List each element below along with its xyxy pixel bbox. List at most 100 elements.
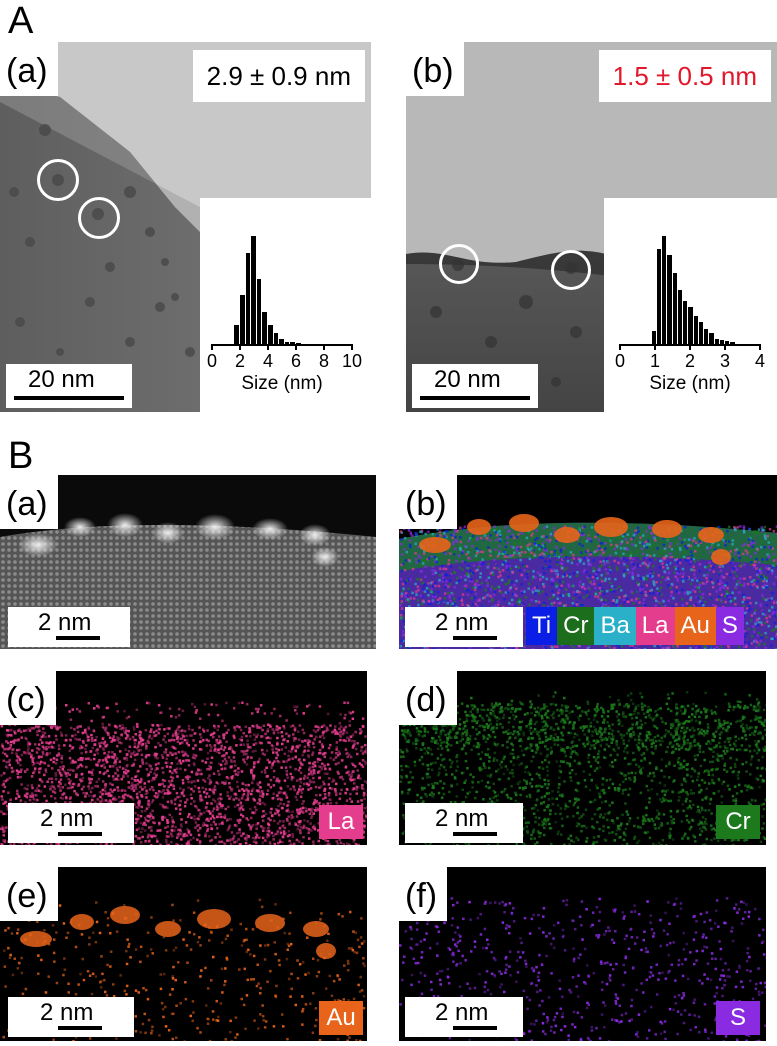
- histogram-bar: [725, 340, 730, 344]
- x-axis-tick-label: 8: [318, 351, 330, 371]
- histogram-bar: [688, 307, 693, 344]
- x-axis-tick-label: 3: [719, 351, 731, 371]
- histogram-bar: [268, 324, 273, 344]
- histogram-bar: [667, 255, 672, 344]
- histogram-bar: [245, 253, 251, 344]
- scale-bar-label: 2 nm: [435, 999, 489, 1026]
- scale-bar-line: [56, 636, 100, 640]
- scale-bar: 2 nm: [405, 607, 523, 647]
- histogram-bar: [714, 338, 719, 344]
- legend-entry-au: Au: [674, 607, 716, 645]
- scale-bar-line: [420, 396, 530, 400]
- section-b-letter: B: [8, 435, 34, 477]
- x-axis-line: [212, 344, 352, 346]
- scale-bar-label: 2 nm: [40, 999, 94, 1026]
- scale-bar: 20 nm: [6, 364, 132, 408]
- panel-label-e: (e): [0, 867, 58, 921]
- size-histogram-b: Size (nm) 0 1 2 3 4: [604, 198, 777, 412]
- scale-bar-line: [453, 636, 497, 640]
- legend-entry-ti: Ti: [526, 607, 558, 645]
- particle-marker-circle: [551, 250, 591, 290]
- x-axis-tick-label: 4: [262, 351, 274, 371]
- x-axis-tick-label: 2: [684, 351, 696, 371]
- histogram-bar: [683, 300, 688, 344]
- eds-overlay-panel-b: (b) 2 nm Ti Cr Ba La Au S: [399, 475, 777, 649]
- scale-bar-line: [453, 1026, 497, 1030]
- panel-label-b: (b): [399, 475, 457, 529]
- x-axis-tick-label: 1: [649, 351, 661, 371]
- particle-marker-circle: [78, 197, 120, 239]
- histogram-bar: [704, 328, 709, 344]
- histogram-bar: [251, 236, 256, 344]
- scale-bar: 2 nm: [405, 997, 523, 1037]
- histogram-x-axis-label: Size (nm): [649, 373, 731, 394]
- histogram-bar: [662, 236, 667, 344]
- histogram-x-axis-label: Size (nm): [241, 373, 323, 394]
- scale-bar: 2 nm: [8, 607, 130, 647]
- histogram-bar: [677, 290, 682, 344]
- x-axis-tick-label: 6: [290, 351, 302, 371]
- scale-bar-label: 20 nm: [28, 366, 95, 393]
- x-axis-tick: [724, 344, 726, 350]
- histogram-bar: [709, 333, 714, 344]
- element-legend: Ti Cr Ba La Au S: [526, 607, 744, 645]
- x-axis-tick: [295, 344, 297, 350]
- histogram-bar: [693, 315, 698, 344]
- element-tag-la: La: [319, 805, 363, 839]
- x-axis-tick-label: 10: [341, 351, 363, 371]
- scale-bar: 2 nm: [8, 803, 134, 843]
- size-histogram-a: Size (nm) 0 2 4 6 8 10: [200, 198, 371, 412]
- tem-panel-a: (a) 2.9 ± 0.9 nm Size (nm) 0 2 4 6 8 10 20 nm: [0, 42, 371, 412]
- panel-label-c: (c): [0, 671, 56, 725]
- legend-entry-cr: Cr: [557, 607, 595, 645]
- scale-bar-line: [58, 1026, 102, 1030]
- scale-bar: 2 nm: [405, 803, 523, 843]
- mean-size-label: 1.5 ± 0.5 nm: [598, 50, 771, 102]
- panel-label-a: (a): [0, 42, 58, 96]
- histogram-bar: [240, 295, 245, 344]
- x-axis-tick: [211, 344, 213, 350]
- eds-map-panel-f: (f) 2 nm S: [399, 867, 766, 1041]
- x-axis-tick: [267, 344, 269, 350]
- scale-bar-line: [14, 396, 124, 400]
- scale-bar-label: 2 nm: [435, 609, 489, 636]
- scale-bar-label: 2 nm: [38, 609, 92, 636]
- panel-label-a: (a): [0, 475, 58, 529]
- histogram-bar: [651, 331, 656, 344]
- scale-bar-line: [453, 832, 497, 836]
- histogram-bar: [290, 341, 295, 344]
- histogram-bar: [698, 322, 703, 344]
- histogram-bar: [234, 324, 239, 344]
- section-a-letter: A: [8, 0, 34, 42]
- x-axis-tick-label: 0: [614, 351, 626, 371]
- element-tag-cr: Cr: [716, 805, 760, 839]
- scale-bar: 20 nm: [412, 364, 538, 408]
- tem-panel-b: (b) 1.5 ± 0.5 nm Size (nm) 0 1 2 3 4 20 nm: [406, 42, 777, 412]
- x-axis-tick: [351, 344, 353, 350]
- particle-marker-circle: [37, 159, 79, 201]
- histogram-bar: [256, 279, 262, 344]
- histogram-bar: [262, 311, 267, 344]
- histogram-bar: [279, 338, 284, 344]
- histogram-bar: [730, 341, 735, 344]
- particle-marker-circle: [439, 244, 479, 284]
- legend-entry-la: La: [635, 607, 675, 645]
- x-axis-tick: [619, 344, 621, 350]
- eds-map-panel-c: (c) 2 nm La: [0, 671, 367, 845]
- element-tag-au: Au: [319, 1001, 363, 1035]
- x-axis-tick: [654, 344, 656, 350]
- histogram-bar: [672, 272, 677, 344]
- legend-entry-s: S: [715, 607, 744, 645]
- x-axis-tick-label: 0: [206, 351, 218, 371]
- haadf-panel-a: (a) 2 nm: [0, 475, 376, 649]
- scale-bar-line: [58, 832, 102, 836]
- histogram-bar: [656, 248, 661, 344]
- x-axis-tick: [323, 344, 325, 350]
- histogram-bar: [273, 333, 279, 344]
- histogram-bar: [719, 339, 724, 344]
- panel-label-d: (d): [399, 671, 457, 725]
- panel-label-f: (f): [399, 867, 448, 921]
- x-axis-tick: [759, 344, 761, 350]
- x-axis-tick-label: 4: [754, 351, 766, 371]
- x-axis-tick: [689, 344, 691, 350]
